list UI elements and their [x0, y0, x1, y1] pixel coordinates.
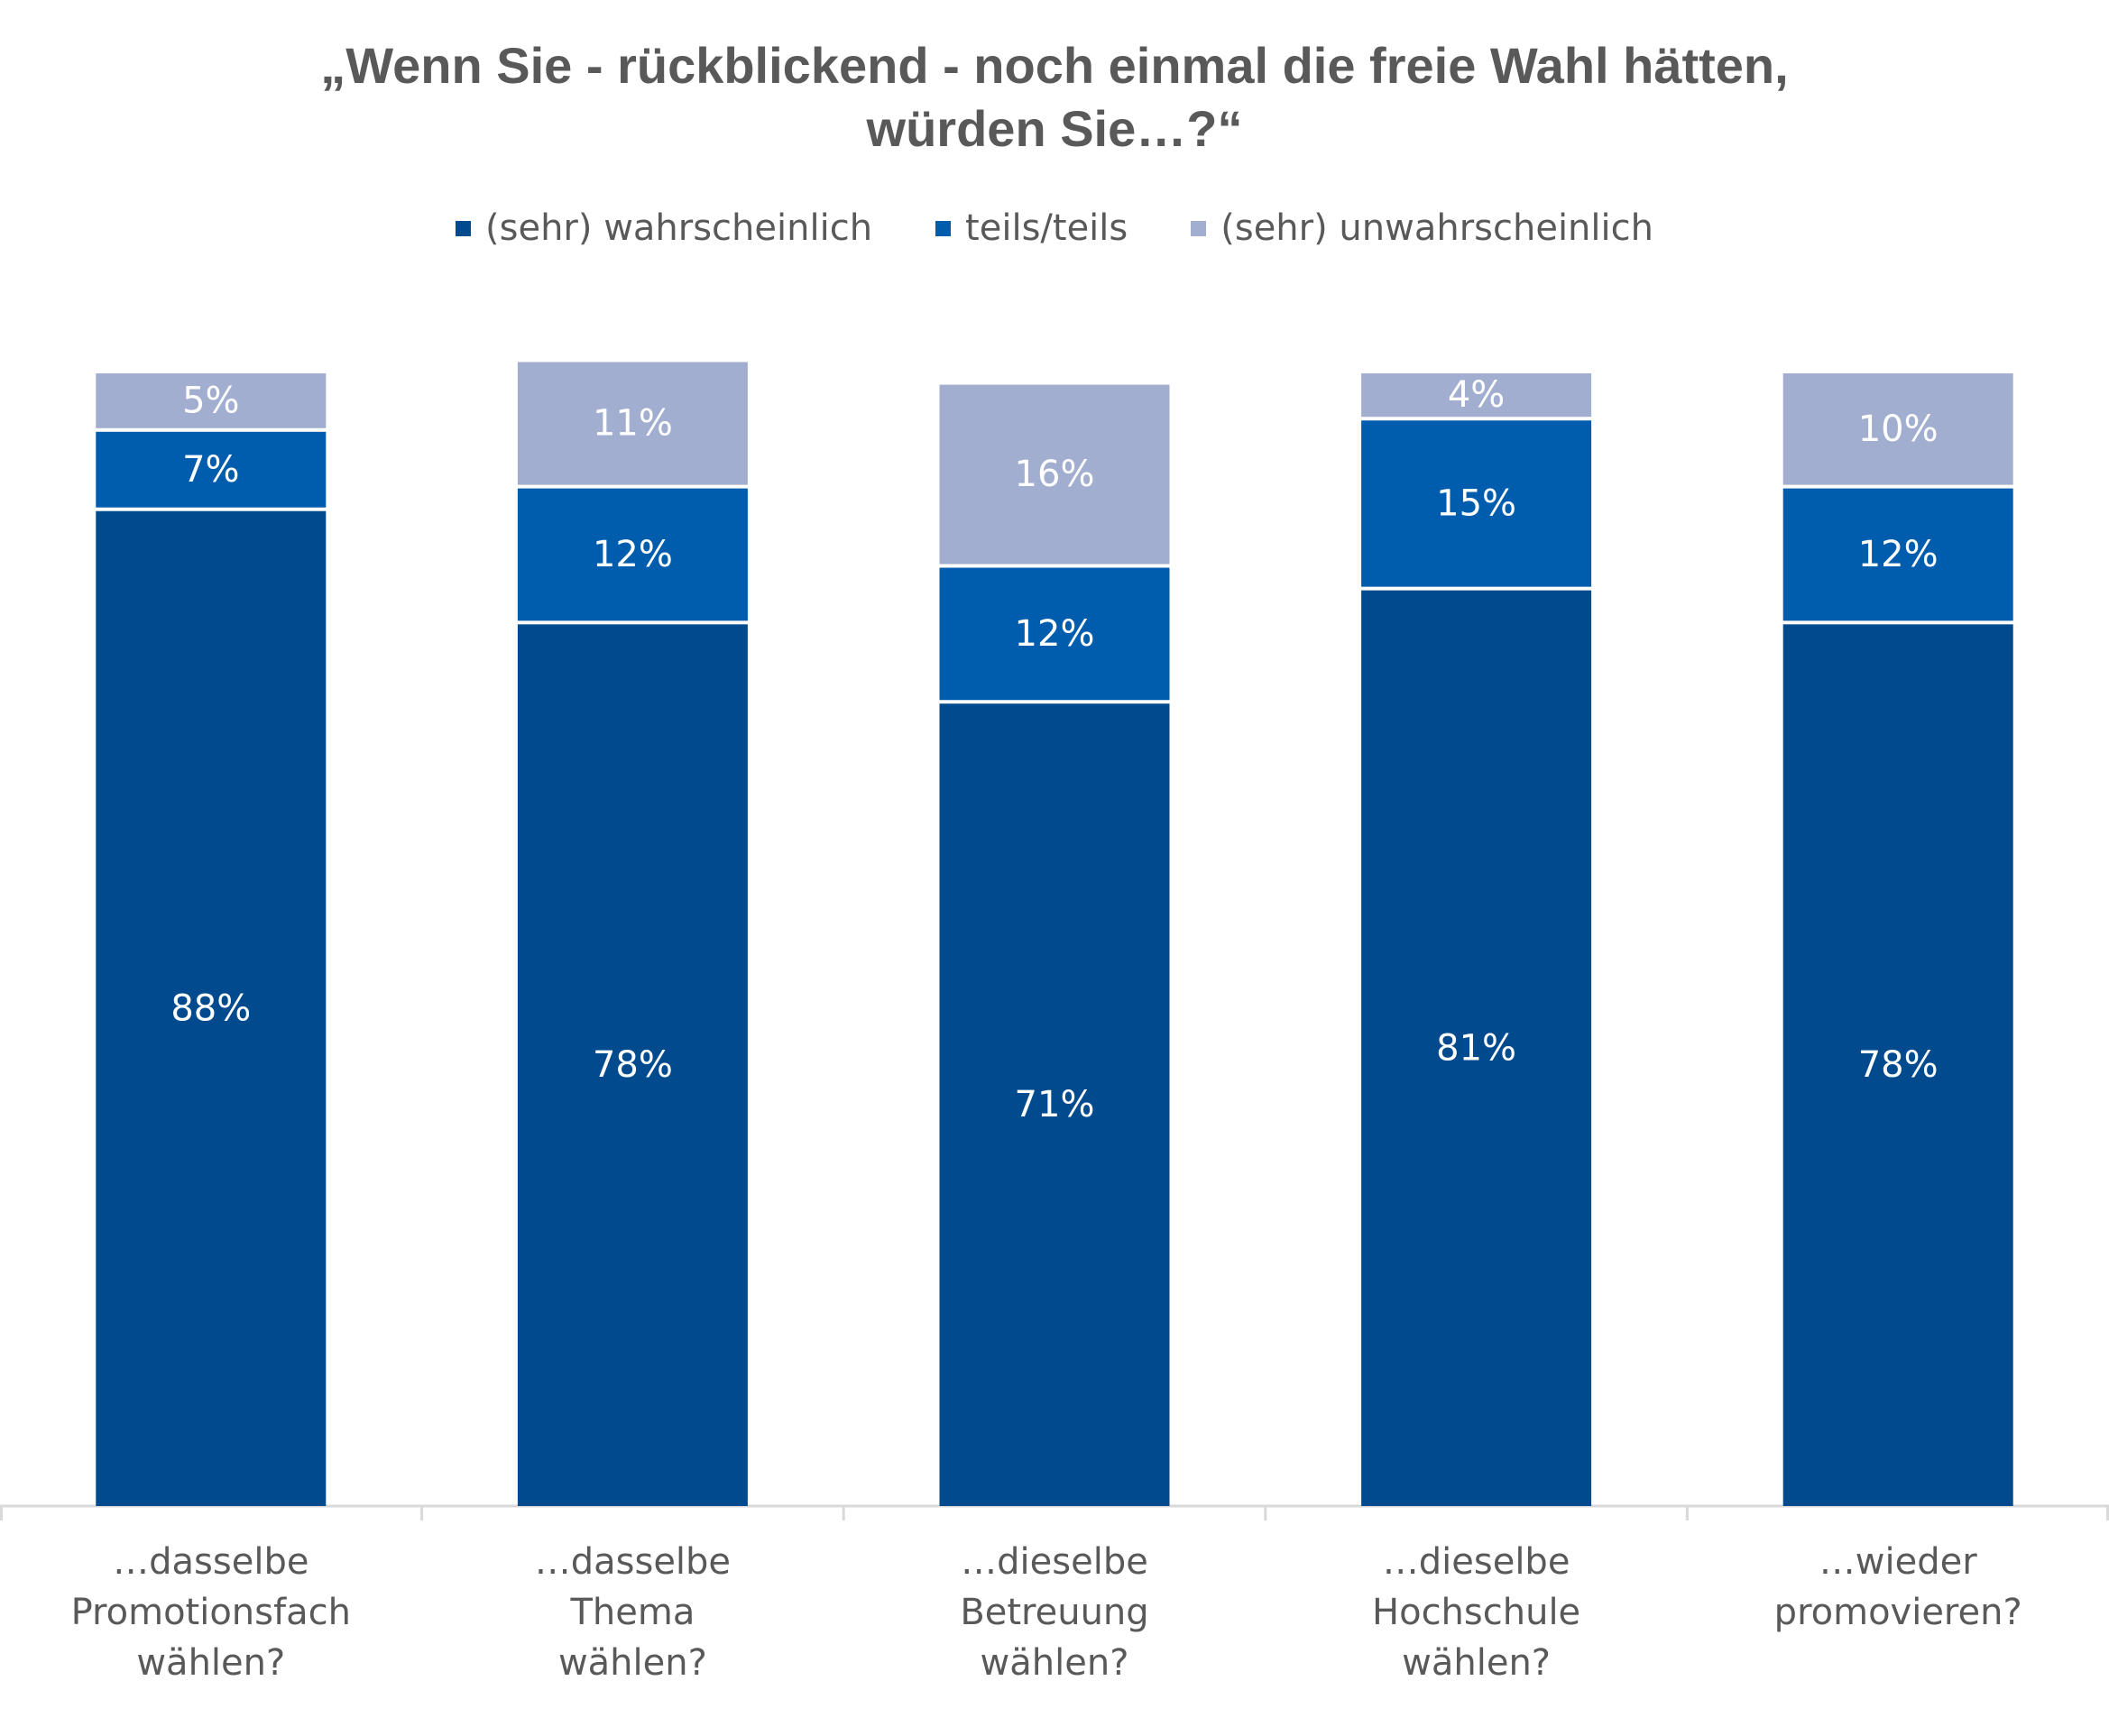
- legend-item-unwahrscheinlich: (sehr) unwahrscheinlich: [1191, 207, 1653, 249]
- bar-value-label: 81%: [1436, 1027, 1516, 1069]
- bar-value-label: 12%: [1015, 613, 1095, 655]
- bar-segment: [1361, 590, 1592, 1506]
- legend: (sehr) wahrscheinlich teils/teils (sehr)…: [0, 207, 2109, 249]
- bar-value-label: 4%: [1448, 374, 1505, 416]
- bar-segment: [1361, 420, 1592, 587]
- bar-value-label: 88%: [170, 987, 251, 1029]
- bar-segment: [517, 488, 748, 621]
- category-label: Thema: [569, 1592, 695, 1633]
- bar-segment: [517, 362, 748, 485]
- category-label: Promotionsfach: [71, 1592, 351, 1633]
- bar-segment: [939, 567, 1170, 701]
- chart-title-line-1: „Wenn Sie - rückblickend - noch einmal d…: [320, 37, 1789, 94]
- category-label: wählen?: [136, 1642, 285, 1684]
- category-label: promovieren?: [1774, 1592, 2022, 1633]
- bar-value-label: 11%: [593, 403, 673, 445]
- category-label: wählen?: [558, 1642, 707, 1684]
- legend-swatch-unwahrscheinlich: [1191, 220, 1207, 236]
- category-label: …dasselbe: [535, 1541, 731, 1583]
- bar-segment: [939, 703, 1170, 1506]
- bar-segment: [96, 431, 327, 508]
- bar-value-label: 10%: [1858, 409, 1939, 450]
- bar-value-label: 5%: [182, 380, 239, 421]
- legend-swatch-wahrscheinlich: [456, 220, 472, 236]
- bar-segment: [1782, 373, 2013, 485]
- bar-segment: [1782, 624, 2013, 1506]
- bar-segment: [96, 510, 327, 1506]
- bar-segment: [939, 384, 1170, 565]
- bar-segment: [517, 624, 748, 1506]
- category-label: …wieder: [1819, 1541, 1977, 1583]
- bar-value-label: 12%: [593, 534, 673, 575]
- category-label: …dieselbe: [1383, 1541, 1570, 1583]
- category-label: wählen?: [981, 1642, 1129, 1684]
- bar-value-label: 78%: [593, 1044, 673, 1086]
- bar-value-label: 7%: [182, 449, 239, 491]
- legend-item-teils: teils/teils: [935, 207, 1128, 249]
- bar-segment: [96, 373, 327, 428]
- legend-item-wahrscheinlich: (sehr) wahrscheinlich: [456, 207, 872, 249]
- bar-segment: [1361, 373, 1592, 418]
- bar-value-label: 78%: [1858, 1044, 1939, 1086]
- legend-label-unwahrscheinlich: (sehr) unwahrscheinlich: [1220, 207, 1653, 249]
- bar-value-label: 16%: [1015, 454, 1095, 495]
- legend-swatch-teils: [935, 220, 952, 236]
- category-label: …dasselbe: [113, 1541, 309, 1583]
- category-label: wählen?: [1402, 1642, 1551, 1684]
- bar-segment: [1782, 488, 2013, 621]
- category-label: …dieselbe: [961, 1541, 1148, 1583]
- bar-value-label: 15%: [1436, 482, 1516, 524]
- legend-label-teils: teils/teils: [965, 207, 1128, 249]
- chart-title-line-2: würden Sie…?“: [866, 100, 1243, 157]
- chart-title: „Wenn Sie - rückblickend - noch einmal d…: [0, 34, 2109, 161]
- bar-value-label: 71%: [1015, 1084, 1095, 1125]
- bar-value-label: 12%: [1858, 534, 1939, 575]
- category-label: Betreuung: [960, 1592, 1148, 1633]
- legend-label-wahrscheinlich: (sehr) wahrscheinlich: [485, 207, 873, 249]
- category-label: Hochschule: [1372, 1592, 1580, 1633]
